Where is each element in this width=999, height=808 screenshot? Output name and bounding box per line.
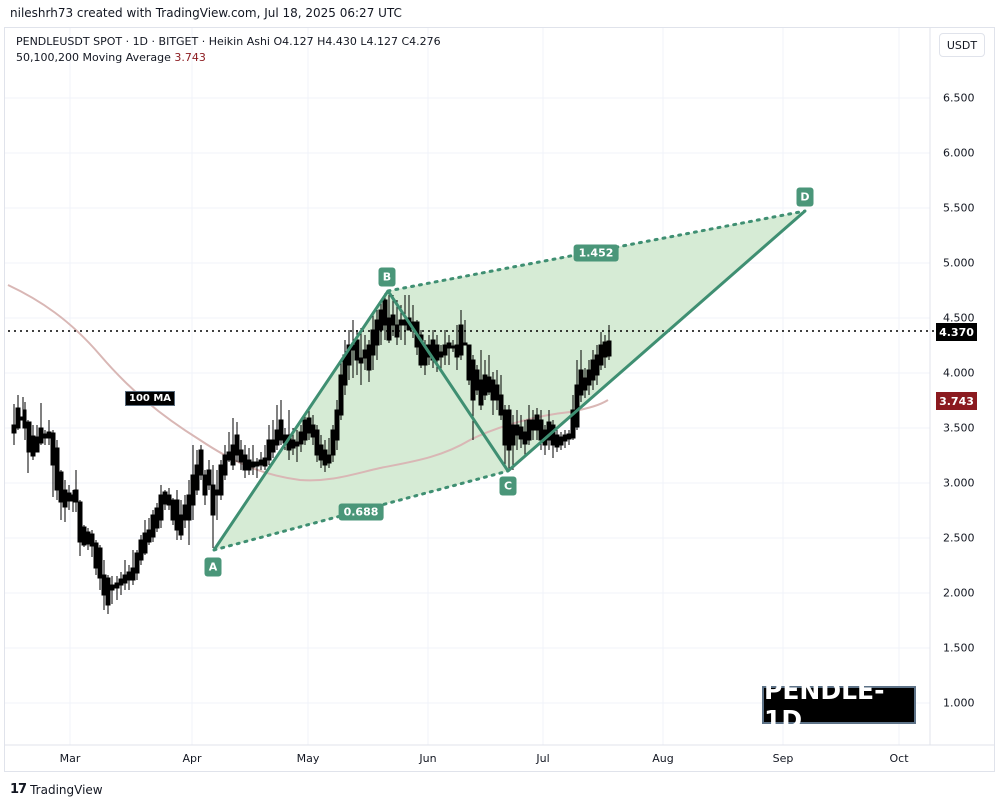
y-tick: 5.000 <box>943 256 975 270</box>
chart-credit: nileshrh73 created with TradingView.com,… <box>10 6 402 20</box>
point-label-a[interactable]: A <box>204 557 222 577</box>
point-label-b[interactable]: B <box>378 267 396 287</box>
y-tick: 6.000 <box>943 146 975 160</box>
grid-lines <box>5 28 930 745</box>
x-tick: Apr <box>182 752 202 765</box>
x-tick: Sep <box>772 752 794 765</box>
x-tick: Jul <box>536 752 550 765</box>
ma-legend-value: 3.743 <box>174 51 206 64</box>
y-tick: 5.500 <box>943 201 975 215</box>
x-tick: Mar <box>59 752 81 765</box>
symbol-ohlc: PENDLEUSDT SPOT · 1D · BITGET · Heikin A… <box>16 35 441 48</box>
tradingview-brand: TradingView <box>30 782 103 797</box>
y-tick: 1.000 <box>943 696 975 710</box>
last-price-badge: 4.370 <box>936 323 977 341</box>
ma-100-tag: 100 MA <box>125 391 176 406</box>
candles <box>11 293 612 614</box>
ma-legend-label: 50,100,200 Moving Average <box>16 51 175 64</box>
tradingview-logo-icon: 17 <box>10 782 27 797</box>
x-tick: May <box>296 752 320 765</box>
y-tick: 1.500 <box>943 641 975 655</box>
ratio-label-bd[interactable]: 1.452 <box>573 244 619 262</box>
y-tick: 2.500 <box>943 531 975 545</box>
harmonic-pattern[interactable] <box>214 211 805 550</box>
chart-legend: PENDLEUSDT SPOT · 1D · BITGET · Heikin A… <box>16 34 441 66</box>
point-label-d[interactable]: D <box>796 187 814 207</box>
point-label-c[interactable]: C <box>499 476 517 496</box>
ratio-label-ac[interactable]: 0.688 <box>338 503 384 521</box>
ma-price-badge: 3.743 <box>936 392 977 410</box>
y-tick: 6.500 <box>943 91 975 105</box>
x-tick: Aug <box>652 752 674 765</box>
y-tick: 4.500 <box>943 311 975 325</box>
ma-legend: 50,100,200 Moving Average 3.743 <box>16 50 441 66</box>
y-tick: 3.500 <box>943 421 975 435</box>
y-tick: 3.000 <box>943 476 975 490</box>
x-tick: Jun <box>419 752 437 765</box>
y-tick: 4.000 <box>943 366 975 380</box>
chart-frame <box>4 27 995 772</box>
y-tick: 2.000 <box>943 586 975 600</box>
footer-branding: 17 TradingView <box>10 782 103 797</box>
x-tick: Oct <box>889 752 909 765</box>
chart-title-box: PENDLE-1D <box>762 676 916 734</box>
currency-unit-button[interactable]: USDT <box>939 33 985 57</box>
